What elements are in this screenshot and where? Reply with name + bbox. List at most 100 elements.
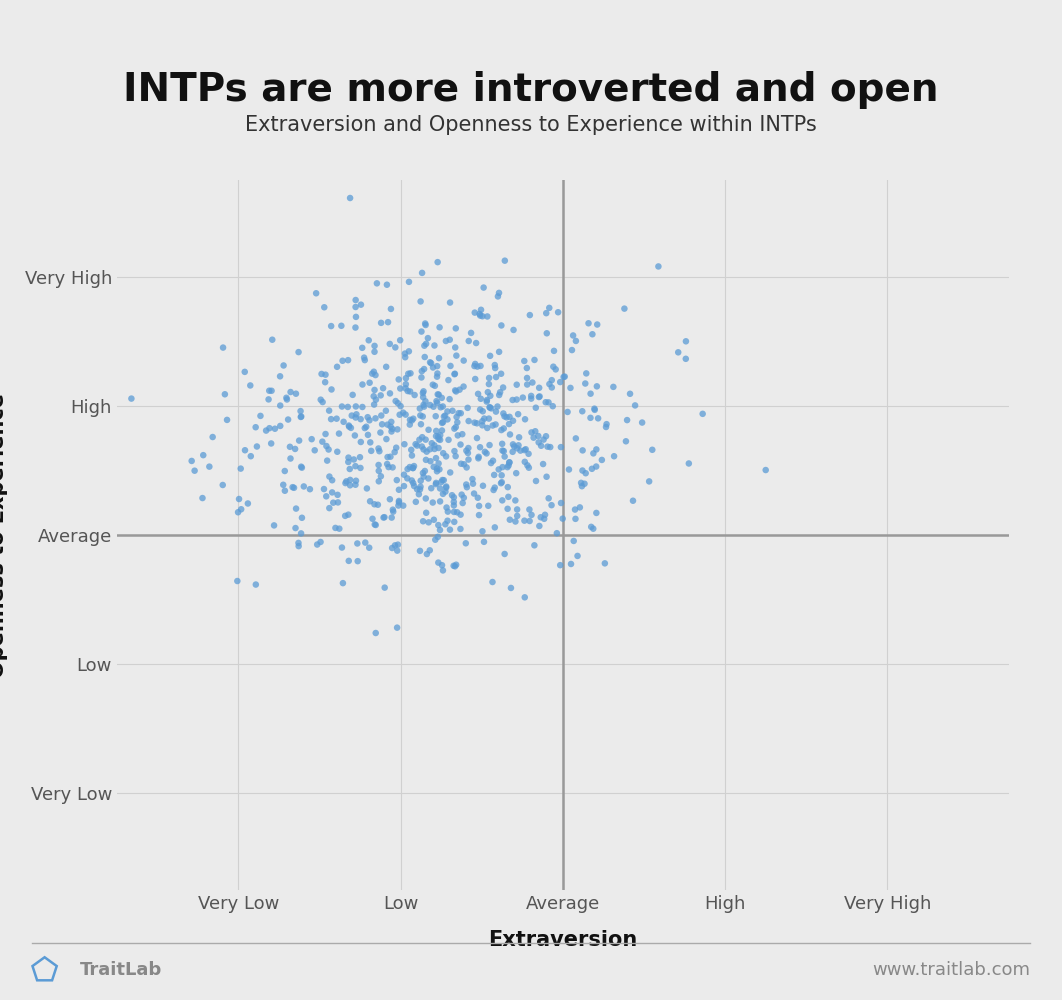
Point xyxy=(448,348,465,364)
Point xyxy=(415,441,432,457)
Point xyxy=(559,404,576,420)
Point xyxy=(266,517,282,533)
Point xyxy=(544,372,561,388)
Point xyxy=(548,525,565,541)
Point xyxy=(434,414,451,430)
Point xyxy=(468,415,485,431)
Point xyxy=(415,383,432,399)
Point xyxy=(340,352,357,368)
Point xyxy=(518,370,535,386)
Point xyxy=(242,448,259,464)
Point xyxy=(387,339,404,355)
Point xyxy=(561,462,578,478)
Point xyxy=(315,299,332,315)
Point xyxy=(444,403,461,419)
Point xyxy=(426,441,443,457)
Point xyxy=(275,357,292,373)
Point xyxy=(458,443,475,459)
Point xyxy=(340,553,357,569)
Point xyxy=(287,520,304,536)
Point xyxy=(247,577,264,593)
Point xyxy=(293,510,310,526)
Point xyxy=(582,410,599,426)
Point xyxy=(272,398,289,414)
Point xyxy=(470,449,487,465)
Point xyxy=(541,300,558,316)
Point xyxy=(417,505,434,521)
Point xyxy=(451,382,468,398)
Point xyxy=(464,471,481,487)
Point xyxy=(362,434,379,450)
Point xyxy=(455,495,472,511)
Point xyxy=(449,427,466,443)
Point xyxy=(336,414,353,430)
Point xyxy=(369,275,386,291)
Point xyxy=(482,348,499,364)
Point xyxy=(499,479,516,495)
Point xyxy=(323,411,340,427)
Point xyxy=(470,498,487,514)
Point xyxy=(321,469,338,485)
Point xyxy=(545,359,562,375)
Point xyxy=(434,562,451,578)
Point xyxy=(650,258,667,274)
Point xyxy=(484,453,501,469)
Point xyxy=(433,390,450,406)
Point xyxy=(535,432,552,448)
Point xyxy=(377,403,394,419)
Point xyxy=(363,366,380,382)
Point xyxy=(410,486,427,502)
Point xyxy=(379,417,396,433)
Point xyxy=(419,470,436,486)
Point xyxy=(412,416,429,432)
Point xyxy=(353,434,370,450)
Point xyxy=(358,419,375,435)
Point xyxy=(466,356,483,372)
Point xyxy=(520,460,537,476)
Point xyxy=(342,420,359,436)
Point xyxy=(618,412,635,428)
Point xyxy=(417,336,434,352)
Point xyxy=(556,369,573,385)
Point xyxy=(551,557,568,573)
Point xyxy=(501,454,518,470)
Point xyxy=(335,353,352,369)
Point xyxy=(375,510,392,526)
Point xyxy=(392,398,409,414)
Point xyxy=(476,411,493,427)
Point xyxy=(486,357,503,373)
Point xyxy=(415,399,432,415)
Point xyxy=(458,477,475,493)
Point xyxy=(333,540,350,556)
Point xyxy=(573,463,590,479)
Point xyxy=(426,378,443,394)
Point xyxy=(343,408,360,424)
Point xyxy=(588,441,605,457)
Point xyxy=(460,445,477,461)
Point xyxy=(414,465,431,481)
Point xyxy=(538,469,555,485)
Point xyxy=(247,419,264,435)
Point xyxy=(681,455,698,471)
Point xyxy=(475,403,492,419)
Point xyxy=(510,406,527,422)
Point xyxy=(383,423,400,439)
Point xyxy=(446,366,463,382)
Point xyxy=(348,535,365,551)
Point xyxy=(428,423,445,439)
Point xyxy=(483,400,500,416)
Point xyxy=(416,338,433,354)
Point xyxy=(531,388,548,404)
Point xyxy=(290,538,307,554)
Point xyxy=(329,494,346,510)
Text: INTPs are more introverted and open: INTPs are more introverted and open xyxy=(123,71,939,109)
Point xyxy=(354,399,371,415)
Point xyxy=(452,507,469,523)
Point xyxy=(463,325,480,341)
Point xyxy=(452,456,469,472)
Point xyxy=(219,412,236,428)
Point xyxy=(431,432,448,448)
Point xyxy=(491,344,508,360)
Point xyxy=(315,481,332,497)
Point xyxy=(435,409,452,425)
